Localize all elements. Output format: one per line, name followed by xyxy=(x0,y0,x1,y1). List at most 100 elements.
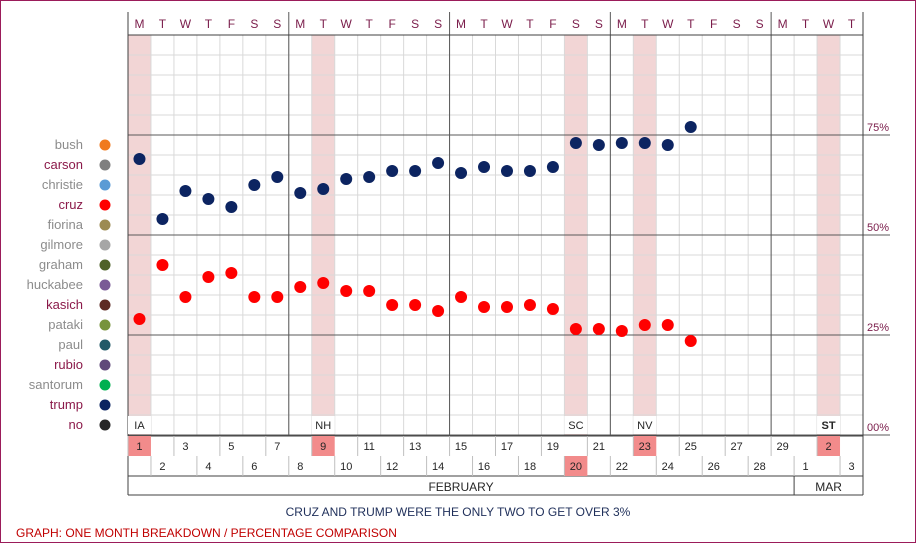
event-label-bg xyxy=(128,416,151,434)
event-label-nv: NV xyxy=(637,420,653,432)
day-header-label: T xyxy=(848,17,856,31)
point-trump-day-24 xyxy=(661,139,674,151)
date-label: 24 xyxy=(662,461,674,473)
date-label: 2 xyxy=(825,441,831,453)
point-trump-day-14 xyxy=(432,157,445,169)
point-cruz-day-7 xyxy=(271,291,284,303)
legend-label-trump: trump xyxy=(50,397,83,412)
day-header-label: S xyxy=(756,17,764,31)
legend-label-santorum: santorum xyxy=(29,377,83,392)
month-label-february: FEBRUARY xyxy=(428,480,493,494)
day-header-label: F xyxy=(549,17,556,31)
date-label: 8 xyxy=(297,461,303,473)
point-trump-day-4 xyxy=(202,193,215,205)
date-highlight xyxy=(311,436,335,456)
point-cruz-day-6 xyxy=(248,291,261,303)
day-header-label: M xyxy=(778,17,788,31)
event-labels: IA NH SC NV ST xyxy=(128,416,841,434)
legend-marker-kasich xyxy=(99,299,111,311)
legend-marker-trump xyxy=(99,399,111,411)
point-cruz-day-9 xyxy=(317,277,330,289)
point-cruz-day-10 xyxy=(340,285,353,297)
point-cruz-day-21 xyxy=(592,323,605,335)
legend-label-pataki: pataki xyxy=(48,317,83,332)
date-label: 13 xyxy=(409,441,421,453)
legend-marker-huckabee xyxy=(99,279,111,291)
day-header-label: T xyxy=(205,17,213,31)
date-highlight xyxy=(128,436,151,456)
point-cruz-day-20 xyxy=(569,323,582,335)
event-label-sc: SC xyxy=(568,420,583,432)
legend-marker-fiorina xyxy=(99,219,111,231)
legend-label-rubio: rubio xyxy=(54,357,83,372)
day-header-label: M xyxy=(617,17,627,31)
day-header-label: F xyxy=(710,17,717,31)
legend-marker-cruz xyxy=(99,199,111,211)
point-cruz-day-25 xyxy=(684,335,697,347)
point-cruz-day-2 xyxy=(156,259,169,271)
legend-marker-no xyxy=(99,419,111,431)
point-cruz-day-17 xyxy=(500,301,513,313)
point-cruz-day-12 xyxy=(386,299,399,311)
date-label: 22 xyxy=(616,461,628,473)
day-header-label: T xyxy=(641,17,649,31)
date-highlight xyxy=(817,436,841,456)
date-label: 25 xyxy=(685,441,697,453)
point-cruz-day-3 xyxy=(179,291,192,303)
date-row: 1234567891011121314151617181920212223242… xyxy=(127,435,863,477)
point-trump-day-7 xyxy=(271,171,284,183)
point-trump-day-6 xyxy=(248,179,261,191)
legend-label-no: no xyxy=(69,417,83,432)
legend-label-graham: graham xyxy=(39,257,83,272)
point-trump-day-13 xyxy=(409,165,422,177)
chart-caption: CRUZ AND TRUMP WERE THE ONLY TWO TO GET … xyxy=(285,505,631,519)
legend-marker-rubio xyxy=(99,359,111,371)
date-label: 17 xyxy=(501,441,513,453)
event-label-ia: IA xyxy=(134,420,145,432)
point-trump-day-19 xyxy=(546,161,559,173)
point-trump-day-3 xyxy=(179,185,192,197)
day-header-label: S xyxy=(572,17,580,31)
point-cruz-day-18 xyxy=(523,299,536,311)
point-cruz-day-22 xyxy=(615,325,628,337)
day-header-label: T xyxy=(320,17,328,31)
point-cruz-day-16 xyxy=(478,301,491,313)
day-header-label: S xyxy=(595,17,603,31)
day-header-label: T xyxy=(159,17,167,31)
day-header-label: M xyxy=(456,17,466,31)
day-header-label: S xyxy=(733,17,741,31)
legend-label-paul: paul xyxy=(58,337,83,352)
date-label: 23 xyxy=(639,441,651,453)
point-trump-day-23 xyxy=(638,137,651,149)
point-trump-day-22 xyxy=(615,137,628,149)
legend-label-kasich: kasich xyxy=(46,297,83,312)
date-label: 6 xyxy=(251,461,257,473)
date-label: 7 xyxy=(274,441,280,453)
event-label-bg xyxy=(311,416,335,434)
legend-marker-carson xyxy=(99,159,111,171)
point-trump-day-12 xyxy=(386,165,399,177)
legend-marker-graham xyxy=(99,259,111,271)
legend: bush carson christie cruz fiorina gilmore grah… xyxy=(27,137,111,432)
day-header-label: T xyxy=(802,17,810,31)
y-axis: 00% 25% 50% 75% xyxy=(867,122,889,434)
date-label: 9 xyxy=(320,441,326,453)
day-header-label: S xyxy=(434,17,442,31)
day-header-label: W xyxy=(823,17,835,31)
date-label: 3 xyxy=(848,461,854,473)
event-label-bg xyxy=(564,416,588,434)
point-cruz-day-8 xyxy=(294,281,307,293)
date-label: 26 xyxy=(708,461,720,473)
point-trump-day-1 xyxy=(133,153,146,165)
point-cruz-day-24 xyxy=(661,319,674,331)
y-tick-label: 25% xyxy=(867,322,889,334)
date-label: 3 xyxy=(182,441,188,453)
date-label: 10 xyxy=(340,461,352,473)
date-label: 28 xyxy=(754,461,766,473)
event-label-nh: NH xyxy=(315,420,331,432)
day-header-label: T xyxy=(480,17,488,31)
y-tick-label: 75% xyxy=(867,122,889,134)
point-trump-day-17 xyxy=(500,165,513,177)
point-cruz-day-13 xyxy=(409,299,422,311)
